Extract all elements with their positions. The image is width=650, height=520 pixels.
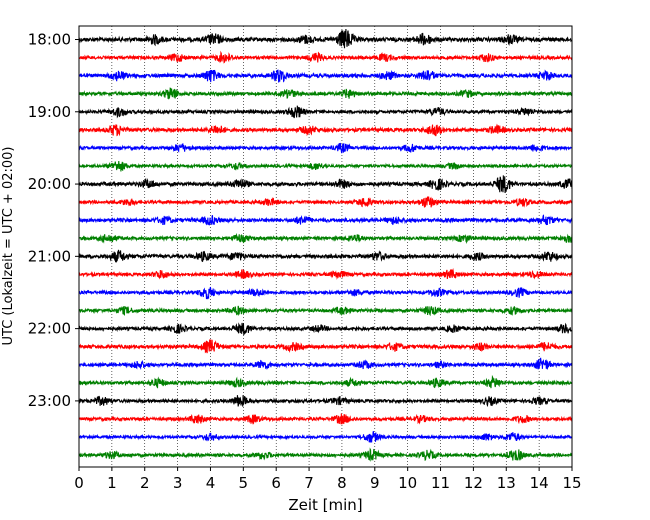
trace-1800 — [78, 29, 573, 49]
trace-1830 — [78, 69, 573, 83]
x-tick-label: 12 — [464, 474, 483, 492]
trace-1930 — [78, 142, 573, 154]
trace-2100 — [78, 249, 573, 263]
x-tick-label: 15 — [562, 474, 581, 492]
x-tick-label: 8 — [337, 474, 347, 492]
x-tick-label: 5 — [239, 474, 249, 492]
y-tick-label: 23:00 — [28, 392, 71, 410]
x-axis: 0 1 2 3 4 5 6 7 8 9 10 11 12 13 14 15 — [74, 467, 582, 492]
x-tick-label: 0 — [74, 474, 84, 492]
trace-1815 — [78, 50, 573, 64]
y-tick-label: 20:00 — [28, 175, 71, 193]
y-axis: 18:00 19:00 20:00 21:00 22:00 23:00 — [28, 31, 79, 410]
trace-2315 — [78, 413, 573, 425]
x-tick-label: 14 — [530, 474, 549, 492]
x-tick-label: 11 — [431, 474, 450, 492]
trace-2245 — [78, 374, 573, 389]
trace-2015 — [78, 196, 573, 208]
x-tick-label: 9 — [370, 474, 380, 492]
x-tick-label: 4 — [206, 474, 216, 492]
trace-2215 — [78, 339, 573, 354]
x-tick-label: 1 — [107, 474, 117, 492]
x-tick-label: 3 — [173, 474, 183, 492]
trace-1900 — [78, 105, 573, 119]
trace-2030 — [78, 214, 573, 226]
trace-2200 — [78, 322, 573, 336]
trace-1945 — [78, 160, 573, 172]
trace-1915 — [78, 123, 573, 137]
y-tick-label: 19:00 — [28, 103, 71, 121]
plot-background — [79, 26, 572, 467]
y-tick-label: 22:00 — [28, 320, 71, 338]
x-tick-label: 6 — [271, 474, 281, 492]
trace-2230 — [78, 357, 573, 371]
trace-1845 — [78, 87, 573, 100]
x-tick-label: 7 — [304, 474, 314, 492]
plot-frame — [78, 25, 573, 468]
x-tick-label: 2 — [140, 474, 150, 492]
x-tick-label: 10 — [398, 474, 417, 492]
trace-2000 — [78, 175, 573, 194]
seismic-traces — [78, 29, 573, 462]
trace-2300 — [78, 395, 573, 408]
trace-2130 — [78, 286, 573, 300]
trace-2345 — [78, 447, 573, 462]
y-tick-label: 21:00 — [28, 247, 71, 265]
x-tick-label: 13 — [497, 474, 516, 492]
x-axis-label: Zeit [min] — [288, 496, 362, 514]
trace-2145 — [78, 305, 573, 317]
trace-2330 — [78, 431, 573, 443]
y-tick-label: 18:00 — [28, 31, 71, 49]
y-axis-label: UTC (Lokalzeit = UTC + 02:00) — [1, 147, 16, 346]
trace-2045 — [78, 232, 573, 244]
trace-2115 — [78, 267, 573, 280]
